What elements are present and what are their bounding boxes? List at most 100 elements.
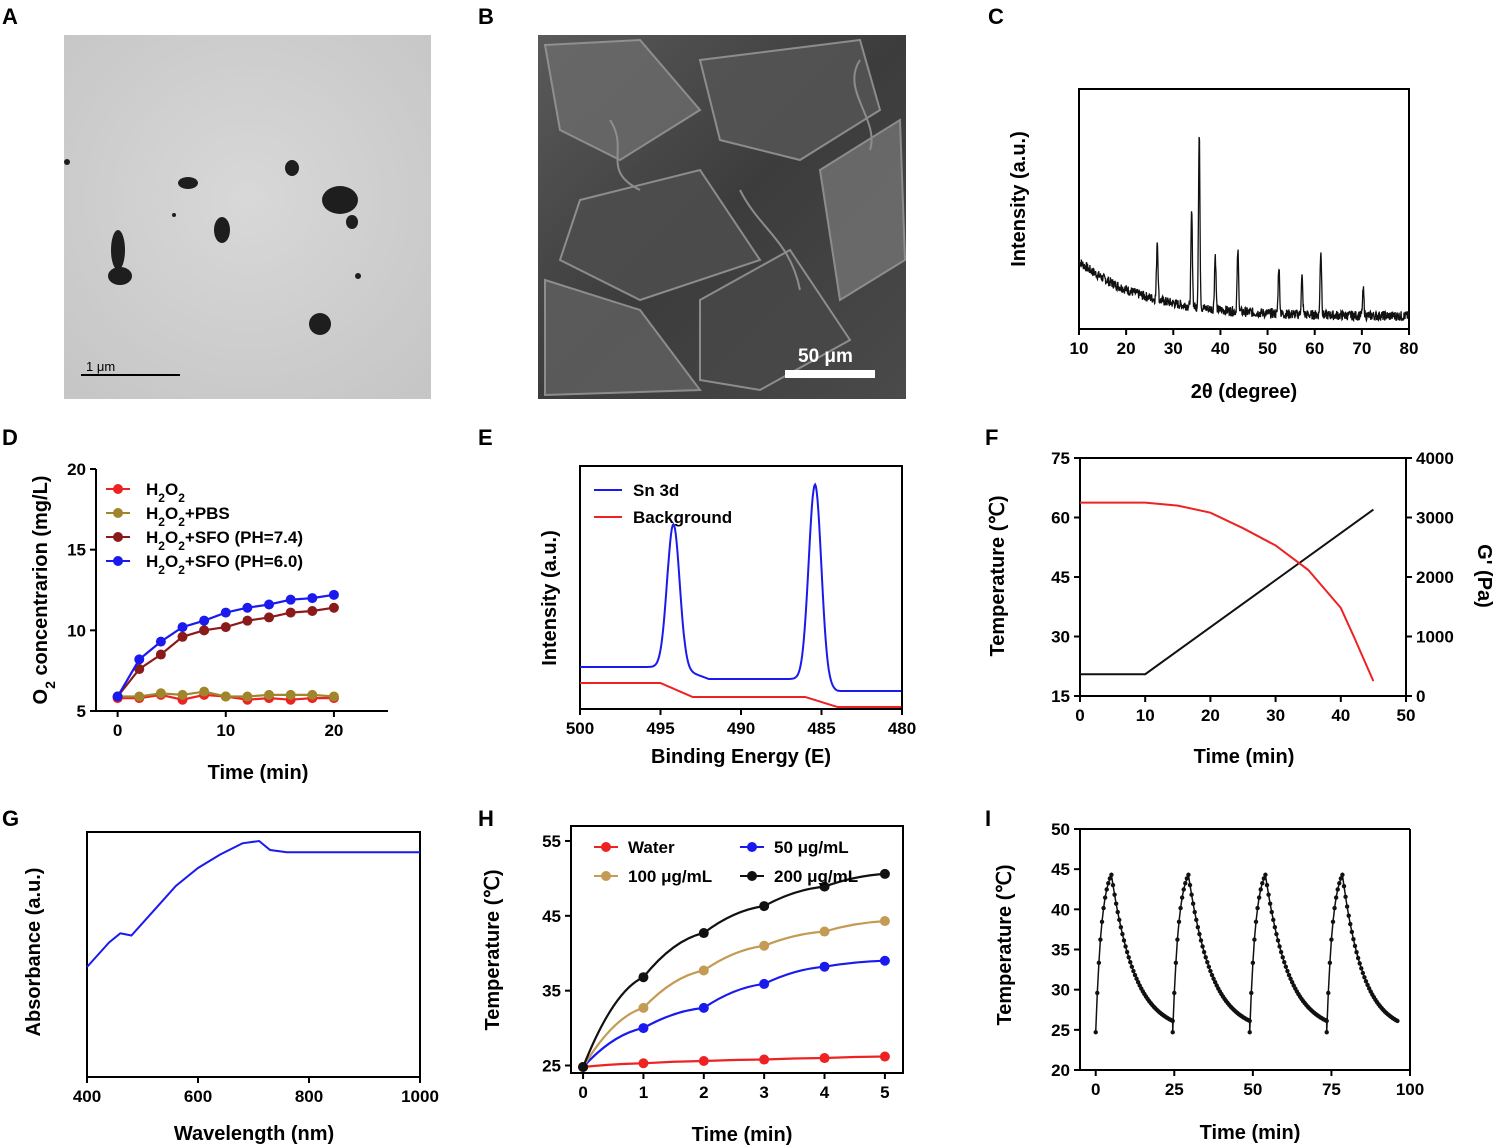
x-tick-label: 0: [578, 1083, 587, 1102]
legend-part: H: [146, 480, 158, 499]
y2-tick-label: 2000: [1416, 568, 1454, 587]
data-point: [155, 636, 166, 647]
y-axis-title: Temperature (℃): [482, 869, 504, 1030]
y-tick-label: 20: [67, 460, 86, 479]
legend-marker: [113, 508, 123, 518]
data-point: [199, 615, 210, 626]
y-tick-label: 30: [1051, 628, 1070, 647]
data-point: [1200, 944, 1205, 949]
data-point: [879, 916, 890, 927]
data-point: [1269, 909, 1274, 915]
legend-part: O: [165, 552, 178, 571]
chart-e-xps: 500 495 490 485 480 Binding Energy (E) Intensi…: [539, 465, 916, 768]
legend-label-2: H2O2+SFO (PH=7.4): [146, 528, 303, 553]
x-tick-label: 20: [1117, 339, 1136, 358]
tem-particles: [64, 159, 361, 335]
legend-marker: [113, 532, 123, 542]
legend-part: O: [165, 504, 178, 523]
legend-label-1: H2O2+PBS: [146, 504, 230, 529]
legend-part: 2: [178, 539, 185, 553]
data-point: [759, 1054, 770, 1065]
data-point: [1247, 1018, 1252, 1024]
y-tick-label: 50: [1051, 820, 1070, 839]
y-axis-title: Temperature (℃): [994, 864, 1016, 1025]
x-tick-label: 20: [1201, 706, 1220, 725]
legend-part: 2: [178, 491, 185, 505]
legend-part: 2: [178, 515, 185, 529]
data-point: [638, 972, 649, 983]
legend-label: 100 μg/mL: [628, 867, 712, 886]
x-tick-label: 10: [1070, 339, 1089, 358]
data-point: [1346, 913, 1351, 918]
legend-label: 50 μg/mL: [774, 838, 849, 857]
data-point: [264, 612, 275, 623]
data-point: [1335, 887, 1340, 892]
data-point: [1129, 964, 1135, 969]
data-point: [1187, 882, 1193, 888]
legend-part: H: [146, 528, 158, 547]
sem-image: 50 μm: [538, 35, 907, 399]
data-point: [1348, 921, 1353, 927]
data-point: [1327, 960, 1333, 966]
data-point: [1124, 949, 1130, 955]
data-point: [1360, 970, 1366, 976]
series-line-2: [116, 606, 335, 698]
data-point: [1256, 895, 1262, 900]
x-tick-label: 50: [1243, 1080, 1262, 1099]
data-point: [1110, 882, 1116, 888]
data-point: [1183, 881, 1188, 886]
x-tick-label: 600: [184, 1087, 212, 1106]
data-point: [199, 625, 210, 636]
cycle-line: [1094, 871, 1398, 1033]
data-point: [1106, 881, 1111, 886]
x-axis-title: Time (min): [1200, 1122, 1301, 1144]
panel-label-i: I: [985, 806, 991, 831]
series-line-0: [582, 1055, 885, 1069]
data-point: [1286, 972, 1292, 978]
data-point: [1123, 944, 1128, 949]
x-tick-label: 4: [820, 1083, 830, 1102]
data-point: [879, 868, 890, 879]
data-point: [1363, 979, 1369, 984]
data-point: [242, 615, 253, 626]
data-point: [1255, 905, 1260, 911]
x-tick-label: 20: [324, 721, 343, 740]
tem-scale-bar-label: 1 μm: [86, 359, 115, 374]
data-point: [1209, 972, 1215, 978]
x-tick-label: 480: [888, 719, 916, 738]
data-point: [1277, 944, 1282, 949]
x-tick-label: 10: [216, 721, 235, 740]
y-tick-label: 5: [77, 702, 86, 721]
legend-part: +SFO (PH=7.4): [185, 528, 303, 547]
data-point: [1324, 1030, 1329, 1035]
data-point: [698, 1002, 709, 1013]
x-tick-label: 0: [1075, 706, 1084, 725]
legend-part: 2: [158, 539, 165, 553]
data-point: [1179, 895, 1185, 900]
sn3d-line: [580, 482, 902, 692]
x-axis-title: Time (min): [208, 762, 309, 784]
data-point: [1283, 964, 1289, 969]
tem-image: 1 μm: [64, 35, 431, 399]
y2-axis-title: G' (Pa): [1473, 544, 1495, 608]
chart-g-absorbance: 400 600 800 1000 Wavelength (nm) Absorbance (…: [23, 831, 439, 1145]
y-tick-label: 30: [1051, 981, 1070, 1000]
y-tick-label: 45: [1051, 860, 1070, 879]
panel-label-e: E: [478, 425, 493, 450]
x-tick-label: 500: [566, 719, 594, 738]
y-tick-label: 55: [542, 832, 561, 851]
y-axis-title: Intensity (a.u.): [1008, 131, 1030, 267]
y-tick-label: 75: [1051, 449, 1070, 468]
y-tick-label: 35: [542, 982, 561, 1001]
y-tick-label: 60: [1051, 509, 1070, 528]
data-point: [1135, 980, 1141, 985]
data-point: [1205, 959, 1210, 965]
x-tick-label: 10: [1136, 706, 1155, 725]
data-point: [328, 589, 339, 600]
data-point: [1195, 925, 1201, 930]
absorbance-line: [86, 839, 420, 968]
x-tick-label: 485: [807, 719, 835, 738]
data-point: [1095, 990, 1100, 996]
data-point: [1250, 960, 1256, 966]
data-point: [1289, 980, 1295, 985]
